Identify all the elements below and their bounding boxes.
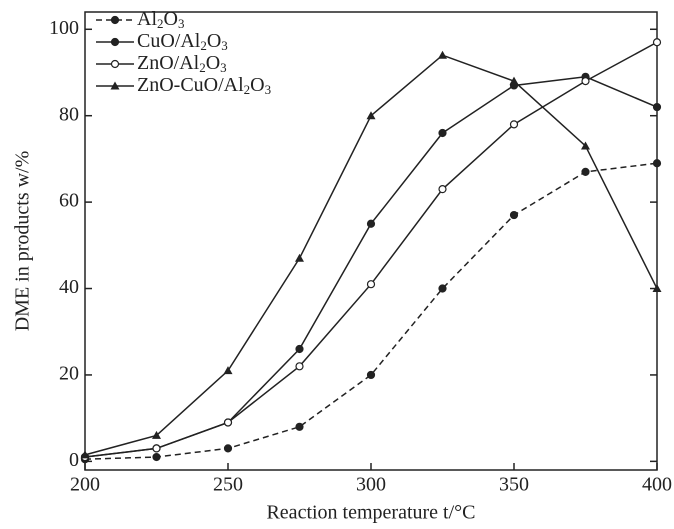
data-point [296, 363, 303, 370]
y-tick-label: 80 [59, 103, 79, 125]
legend-marker [112, 39, 119, 46]
data-point [439, 285, 446, 292]
y-tick-label: 100 [49, 17, 79, 39]
data-point [439, 186, 446, 193]
data-point [511, 121, 518, 128]
data-point [225, 445, 232, 452]
legend-marker [112, 61, 119, 68]
legend-marker [112, 17, 119, 24]
data-point [654, 160, 661, 167]
y-tick-label: 40 [59, 276, 79, 298]
legend-label: CuO/Al2O3 [137, 30, 228, 53]
x-tick-label: 250 [213, 474, 243, 496]
chart: Reaction temperature t/°C DME in product… [0, 0, 674, 529]
data-point [296, 423, 303, 430]
x-tick-label: 400 [642, 474, 672, 496]
data-point [654, 104, 661, 111]
data-point [368, 281, 375, 288]
data-point [582, 168, 589, 175]
x-axis-label: Reaction temperature t/°C [266, 502, 475, 524]
y-tick-label: 0 [69, 449, 79, 471]
series-line [85, 42, 657, 457]
data-point [296, 346, 303, 353]
data-point [438, 51, 447, 59]
series-line [85, 163, 657, 459]
data-point [511, 212, 518, 219]
x-tick-label: 300 [356, 474, 386, 496]
legend-label: ZnO/Al2O3 [137, 52, 227, 75]
y-tick-label: 60 [59, 190, 79, 212]
y-axis-label: DME in products w/% [12, 151, 34, 332]
data-point [225, 419, 232, 426]
legend-label: ZnO-CuO/Al2O3 [137, 74, 271, 97]
data-point [153, 445, 160, 452]
data-point [153, 454, 160, 461]
y-tick-label: 20 [59, 363, 79, 385]
data-point [368, 220, 375, 227]
data-point [582, 78, 589, 85]
x-tick-label: 200 [70, 474, 100, 496]
x-tick-label: 350 [499, 474, 529, 496]
data-point [368, 371, 375, 378]
legend-label: Al2O3 [137, 8, 184, 31]
data-point [654, 39, 661, 46]
data-point [295, 254, 304, 262]
data-point [439, 129, 446, 136]
data-point [224, 366, 233, 374]
